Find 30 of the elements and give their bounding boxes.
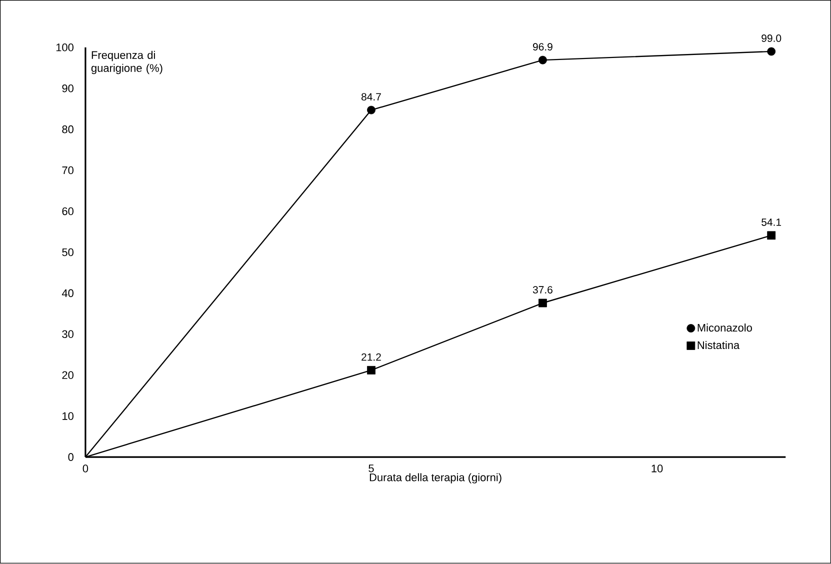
legend-label: Nistatina (698, 341, 740, 350)
x-tick-label: 5 (368, 464, 374, 472)
y-tick-label: 70 (62, 166, 74, 174)
data-label: 99.0 (762, 34, 782, 42)
data-label: 96.9 (533, 43, 552, 51)
y-tick-label: 10 (62, 412, 74, 420)
x-axis-title: Durata della terapia (giorni) (370, 473, 502, 484)
y-axis-title: Frequenza di guarigione (%) (91, 51, 162, 74)
y-tick-label: 90 (62, 84, 74, 92)
point (767, 231, 776, 240)
point (538, 56, 547, 65)
x-tick-label: 10 (652, 464, 663, 473)
y-tick-label: 20 (62, 371, 74, 380)
data-label: 84.7 (362, 93, 381, 101)
data-label: 21.2 (362, 354, 381, 361)
y-tick-label: 100 (56, 44, 74, 52)
x-tick-label: 0 (82, 464, 88, 473)
data-label: 54.1 (762, 218, 782, 226)
point (367, 366, 376, 375)
point (367, 106, 376, 114)
y-tick-label: 50 (62, 248, 74, 256)
point (538, 299, 547, 308)
y-tick-label: 0 (68, 453, 74, 462)
data-label: 37.6 (532, 286, 552, 294)
y-tick-label: 60 (62, 208, 74, 216)
y-tick-label: 30 (62, 330, 74, 338)
y-tick-label: 80 (62, 126, 74, 134)
y-tick-label: 40 (62, 290, 74, 298)
legend-label: Miconazolo (698, 324, 752, 332)
point (767, 47, 776, 56)
